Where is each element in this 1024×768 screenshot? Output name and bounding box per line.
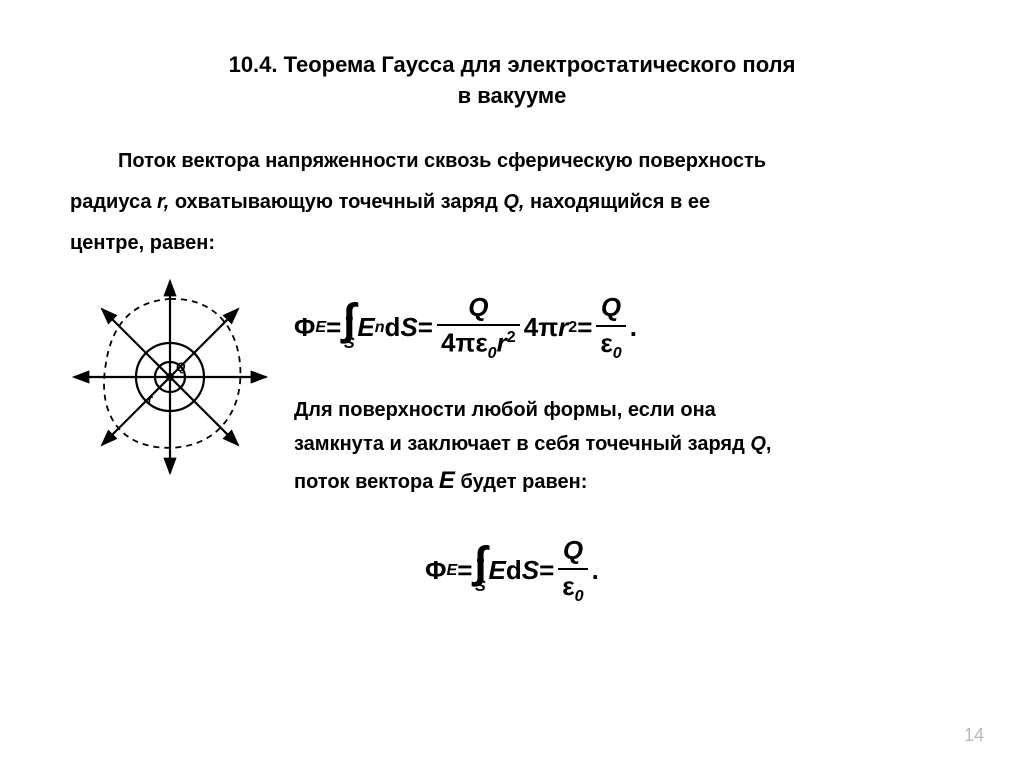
eq2-eq-2: = [539, 555, 554, 586]
slide: 10.4. Теорема Гаусса для электростатичес… [0, 0, 1024, 768]
eq1-num2: Q [597, 293, 625, 323]
eq2-fraction: Q ε0 [558, 536, 587, 606]
section-title: 10.4. Теорема Гаусса для электростатичес… [70, 50, 954, 112]
eq1-mid-sup: 2 [568, 318, 577, 337]
title-line-2: в вакууме [458, 83, 567, 108]
closed-integral-icon-2: ∫○ S [474, 545, 486, 596]
eq1-fraction-2: Q ε0 [596, 293, 625, 363]
eq2-den: ε0 [558, 572, 587, 606]
eq1-den1-eps-sub: 0 [488, 344, 497, 362]
p1-text-3: охватывающую точечный заряд [175, 191, 504, 213]
eq1-den2: ε0 [596, 329, 625, 363]
p2-text-4: будет равен: [461, 471, 588, 493]
p2-var-Q: Q [750, 433, 766, 455]
var-r: r, [157, 191, 169, 213]
eq1-mid-4: 4 [524, 312, 538, 343]
eq1-S: S [400, 312, 417, 343]
p2-var-E: E [439, 467, 455, 494]
eq2-E: E [489, 555, 506, 586]
eq2-den-eps: ε [562, 571, 574, 601]
eq1-den1: 4πε0r2 [437, 328, 520, 362]
paragraph-1-line-1: Поток вектора напряженности сквозь сфери… [70, 146, 954, 177]
page-number: 14 [964, 725, 984, 746]
eq1-E: E [357, 312, 374, 343]
eq2-phi: Φ [425, 555, 446, 586]
var-Q: Q, [503, 191, 524, 213]
eq1-den2-eps: ε [600, 328, 612, 358]
eq1-eq-3: = [577, 312, 592, 343]
p1-text-5: центре, равен: [70, 232, 215, 254]
p2-text-2: замкнута и заключает в себя точечный зар… [294, 433, 750, 455]
section-number: 10.4. [229, 52, 278, 77]
eq1-den1-pi: π [455, 328, 475, 358]
content-row: Q r Φ E = ∫○ S EndS = Q 4πε0r2 [70, 269, 954, 502]
p2-comma: , [766, 433, 772, 455]
eq1-eq-1: = [326, 312, 341, 343]
eq2-d: d [506, 555, 522, 586]
p1-text-4: находящийся в ее [530, 191, 710, 213]
eq1-den1-r: r [497, 328, 507, 358]
diagram-label-Q: Q [176, 360, 186, 374]
equation-2: ΦE = ∫○ S E dS = Q ε0 . [70, 536, 954, 606]
paragraph-1-line-2: радиуса r, охватывающую точечный заряд Q… [70, 187, 954, 218]
eq1-fraction-1: Q 4πε0r2 [437, 293, 520, 363]
eq1-num1: Q [464, 293, 492, 323]
paragraph-2: Для поверхности любой формы, если она за… [294, 393, 954, 502]
eq1-dot: . [630, 312, 637, 343]
eq1-mid-r: r [558, 312, 568, 343]
eq1-phi-sub: E [315, 318, 326, 337]
diagram-container: Q r [70, 269, 270, 482]
p1-text-1: Поток вектора напряженности сквозь сфери… [118, 150, 766, 172]
eq2-dot: . [592, 555, 599, 586]
eq1-mid-pi: π [538, 312, 558, 343]
eq1-E-sub: n [375, 318, 385, 337]
p2-text-1: Для поверхности любой формы, если она [294, 399, 716, 421]
eq1-den2-sub: 0 [613, 344, 622, 362]
title-line-1: Теорема Гаусса для электростатического п… [284, 52, 796, 77]
eq1-den1-eps: ε [475, 328, 487, 358]
eq1-den1-r-sup: 2 [507, 328, 516, 346]
eq2-num: Q [559, 536, 587, 566]
eq2-phi-sub: E [447, 561, 458, 580]
closed-integral-icon: ∫○ S [343, 302, 355, 353]
paragraph-1-line-3: центре, равен: [70, 228, 954, 259]
field-diagram: Q r [70, 277, 270, 477]
eq2-eq-1: = [457, 555, 472, 586]
eq1-d: d [385, 312, 401, 343]
eq1-phi: Φ [294, 312, 315, 343]
equation-column: Φ E = ∫○ S EndS = Q 4πε0r2 4πr2 = [294, 269, 954, 502]
eq2-S: S [522, 555, 539, 586]
eq1-eq-2: = [418, 312, 433, 343]
eq2-den-sub: 0 [575, 587, 584, 605]
p2-text-3: поток вектора [294, 471, 439, 493]
eq1-den1-4: 4 [441, 328, 455, 358]
p1-text-2: радиуса [70, 191, 157, 213]
equation-1: Φ E = ∫○ S EndS = Q 4πε0r2 4πr2 = [294, 293, 954, 363]
